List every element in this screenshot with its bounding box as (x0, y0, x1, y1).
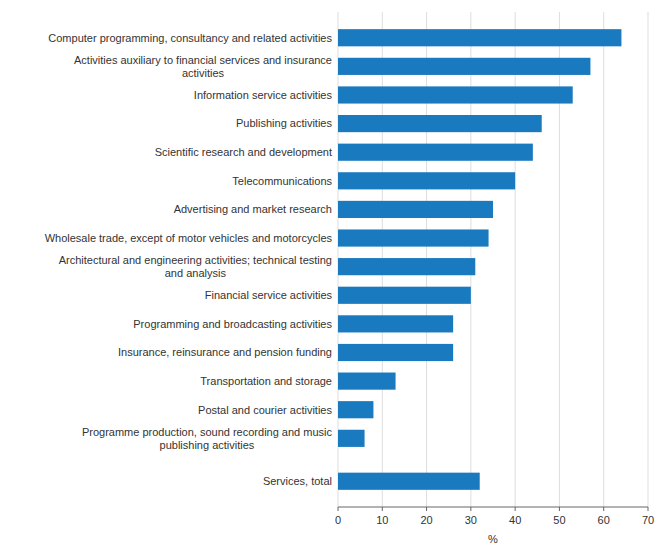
category-label: Architectural and engineering activities… (59, 254, 332, 279)
category-label: Insurance, reinsurance and pension fundi… (118, 346, 332, 358)
tick-label: 40 (509, 514, 521, 526)
category-label: Programming and broadcasting activities (133, 318, 332, 330)
category-label: Telecommunications (232, 175, 332, 187)
bar (338, 373, 396, 390)
bar (338, 115, 542, 132)
tick-mark (648, 507, 649, 511)
bar (338, 315, 453, 332)
bar (338, 86, 573, 103)
x-axis: 0 10 20 30 40 50 60 70 (335, 507, 654, 526)
grid-line (515, 12, 516, 507)
bar (338, 29, 621, 46)
tick-label: 60 (598, 514, 610, 526)
category-label: Information service activities (194, 89, 333, 101)
tick-mark (515, 507, 516, 511)
category-label: Financial service activities (205, 289, 333, 301)
category-label: Postal and courier activities (198, 404, 332, 416)
tick-mark (382, 507, 383, 511)
tick-label: 70 (642, 514, 654, 526)
category-label: Scientific research and development (155, 146, 332, 158)
chart: 0 10 20 30 40 50 60 70% Computer programming, co… (0, 0, 668, 551)
bar (338, 58, 590, 75)
category-label: Advertising and market research (174, 203, 332, 215)
bar (338, 258, 475, 275)
category-label: Wholesale trade, except of motor vehicle… (45, 232, 333, 244)
grid (338, 12, 648, 507)
tick-mark (426, 507, 427, 511)
category-label: Services, total (263, 475, 332, 487)
category-label: Computer programming, consultancy and re… (48, 32, 332, 44)
bar (338, 144, 533, 161)
tick-mark (559, 507, 560, 511)
tick-mark (338, 507, 339, 511)
bar (338, 172, 515, 189)
category-label: Programme production, sound recording an… (82, 426, 333, 451)
tick-label: 50 (553, 514, 565, 526)
chart-container: 0 10 20 30 40 50 60 70% Computer programming, co… (0, 0, 668, 551)
tick-label: 20 (420, 514, 432, 526)
bar (338, 229, 489, 246)
category-label: Transportation and storage (200, 375, 332, 387)
y-axis: Computer programming, consultancy and re… (45, 32, 333, 487)
category-label: Activities auxiliary to financial servic… (74, 54, 332, 79)
bar (338, 344, 453, 361)
grid-line (559, 12, 560, 507)
bar (338, 287, 471, 304)
x-axis-label: % (488, 533, 498, 545)
bar (338, 473, 480, 490)
tick-label: 0 (335, 514, 341, 526)
axis-line (338, 507, 648, 508)
grid-line (603, 12, 604, 507)
tick-label: 10 (376, 514, 388, 526)
tick-mark (603, 507, 604, 511)
tick-mark (470, 507, 471, 511)
bar (338, 430, 365, 447)
bar (338, 201, 493, 218)
bar (338, 401, 373, 418)
bars (338, 29, 621, 490)
category-label: Publishing activities (236, 117, 332, 129)
tick-label: 30 (465, 514, 477, 526)
grid-line (648, 12, 649, 507)
